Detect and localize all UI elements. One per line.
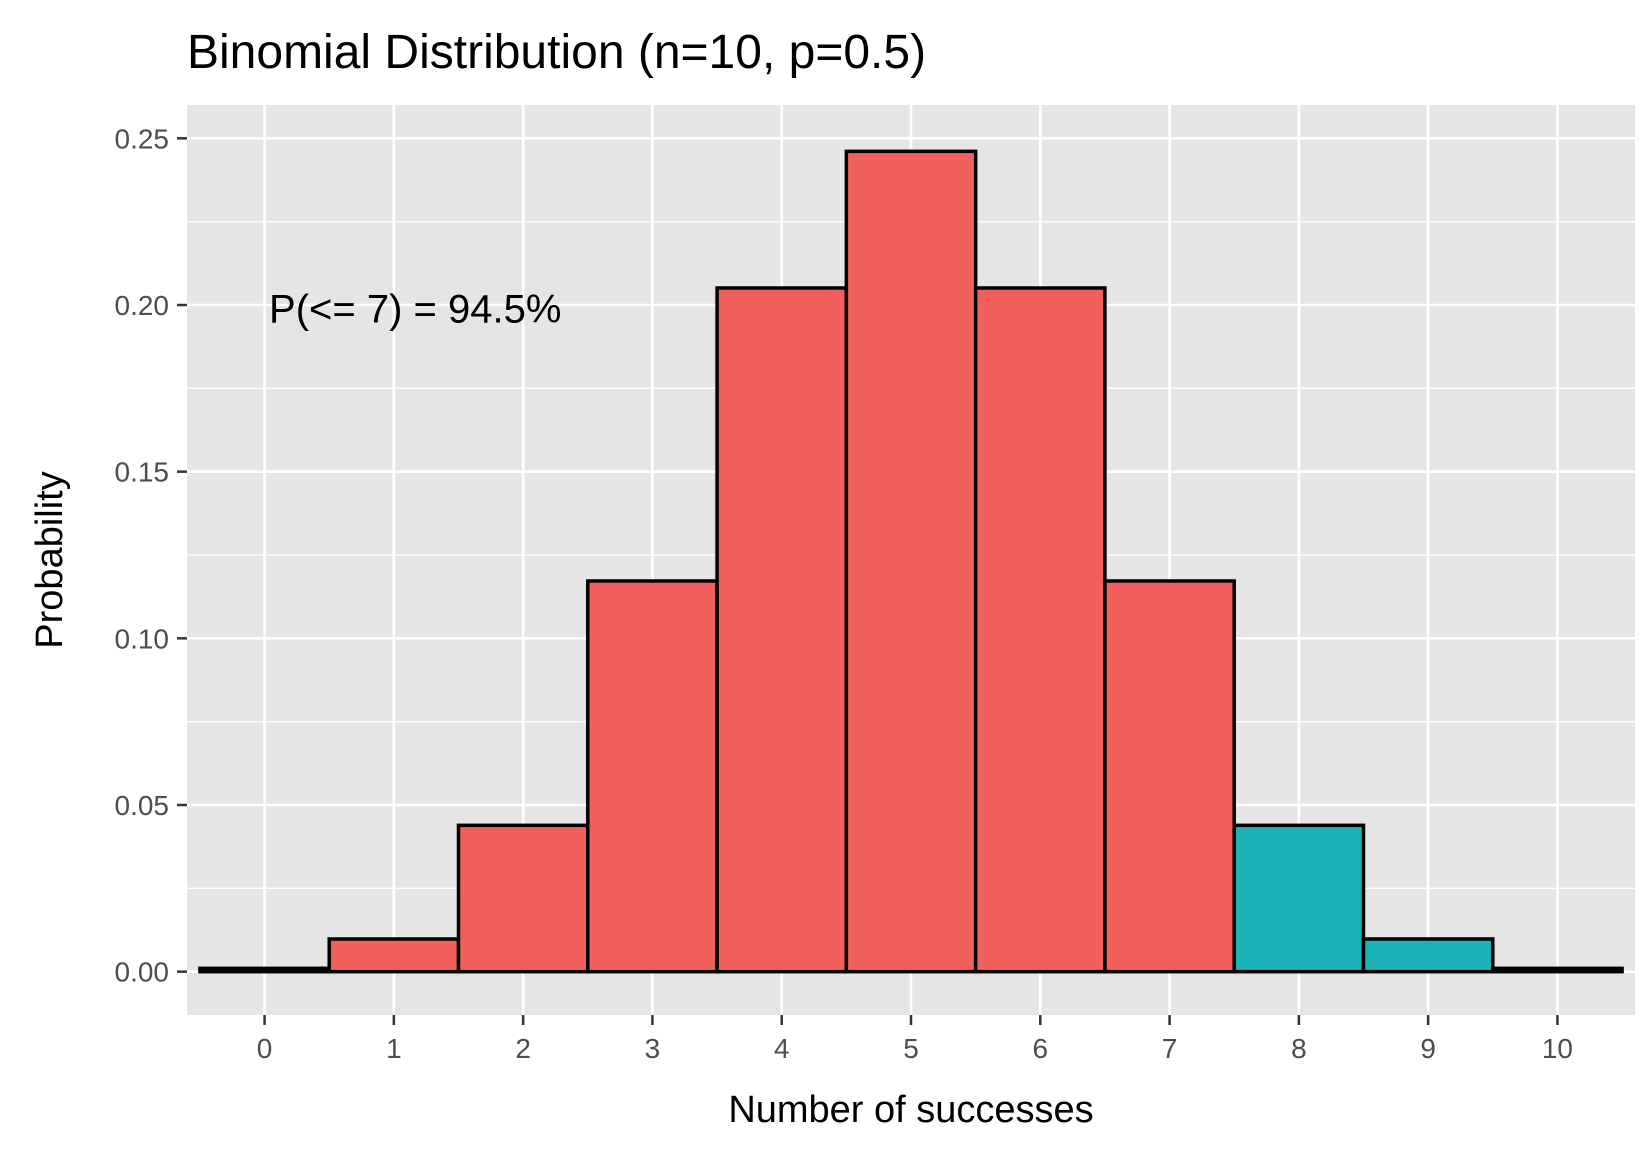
y-tick-label: 0.10: [115, 623, 170, 654]
y-tick-label: 0.00: [115, 957, 170, 988]
annotation-label: P(<= 7) = 94.5%: [269, 287, 561, 331]
x-tick-label: 5: [903, 1033, 919, 1064]
x-tick-label: 0: [257, 1033, 273, 1064]
bar-8: [1232, 823, 1366, 974]
x-tick-label: 8: [1291, 1033, 1307, 1064]
y-axis-title: Probability: [29, 471, 71, 648]
y-tick-label: 0.20: [115, 290, 170, 321]
y-tick-label: 0.25: [115, 123, 170, 154]
bar-9: [1361, 937, 1495, 974]
bar-2: [456, 823, 590, 974]
x-tick-label: 9: [1420, 1033, 1436, 1064]
x-tick-label: 4: [774, 1033, 790, 1064]
y-tick-label: 0.15: [115, 457, 170, 488]
x-axis-title: Number of successes: [728, 1089, 1093, 1131]
bars: [198, 149, 1624, 974]
x-tick-label: 3: [645, 1033, 661, 1064]
x-tick-label: 1: [386, 1033, 402, 1064]
bar-6: [973, 286, 1107, 974]
x-tick-label: 2: [515, 1033, 531, 1064]
bar-3: [586, 579, 719, 974]
bar-0: [198, 966, 331, 974]
bar-5: [844, 149, 978, 974]
x-tick-label: 10: [1542, 1033, 1573, 1064]
x-tick-label: 6: [1032, 1033, 1048, 1064]
bar-10: [1491, 966, 1624, 974]
x-axis-ticks: 0 1 2 3 4 5 6 7 8 9 10: [257, 1015, 1573, 1064]
bar-1: [327, 937, 461, 974]
y-tick-label: 0.05: [115, 790, 170, 821]
bar-7: [1103, 579, 1236, 974]
chart-title: Binomial Distribution (n=10, p=0.5): [187, 26, 926, 79]
bar-4: [715, 286, 849, 974]
y-axis-ticks: 0.00 0.05 0.10 0.15 0.20 0.25: [115, 123, 187, 988]
x-tick-label: 7: [1162, 1033, 1178, 1064]
